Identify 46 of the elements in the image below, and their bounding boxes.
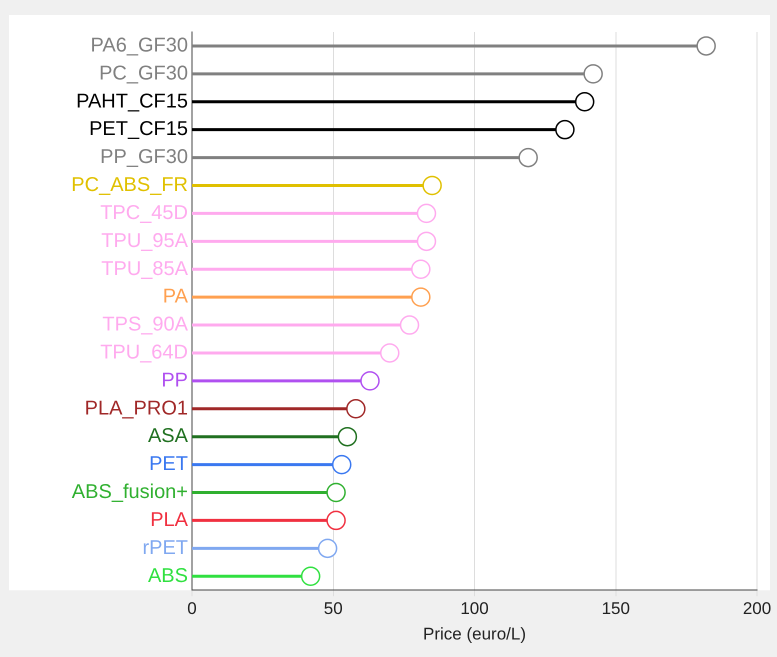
point	[326, 482, 346, 502]
y-tick-label: PP_GF30	[100, 146, 188, 168]
y-tick-label: PLA_PRO1	[84, 397, 188, 420]
point	[318, 538, 338, 558]
point	[300, 566, 320, 586]
y-tick-label: TPC_45D	[100, 202, 188, 224]
point	[416, 232, 436, 252]
point	[583, 64, 603, 84]
x-tick-label: 50	[324, 599, 343, 618]
point	[422, 176, 442, 196]
y-tick-label: PET	[149, 453, 188, 476]
point	[518, 148, 538, 168]
y-tick-label: PET_CF15	[89, 118, 188, 140]
y-tick-label: PLA	[150, 508, 189, 531]
y-tick-label: ABS_fusion+	[72, 481, 188, 504]
point	[574, 92, 594, 112]
point	[360, 371, 380, 391]
y-tick-label: PA6_GF30	[90, 34, 188, 56]
point	[380, 343, 400, 363]
y-tick-label: TPS_90A	[102, 314, 189, 336]
y-tick-label: TPU_85A	[101, 258, 189, 280]
y-tick-label: PP	[161, 369, 188, 392]
point	[411, 287, 431, 307]
point	[416, 204, 436, 224]
point	[400, 315, 420, 335]
y-tick-label: TPU_64D	[100, 341, 188, 364]
y-tick-label: ABS	[148, 564, 188, 587]
x-tick-label: 150	[602, 599, 630, 618]
x-tick-label: 0	[187, 599, 197, 618]
point	[696, 36, 716, 56]
point	[346, 399, 366, 419]
y-tick-label: TPU_95A	[101, 230, 189, 252]
y-tick-label: PC_ABS_FR	[71, 174, 188, 196]
point	[411, 259, 431, 279]
y-tick-label: rPET	[142, 536, 188, 559]
y-tick-label: ASA	[148, 425, 189, 448]
y-tick-label: PAHT_CF15	[76, 90, 188, 112]
y-tick-label: PA	[162, 286, 189, 308]
point	[326, 510, 346, 530]
x-tick-label: 100	[460, 599, 489, 618]
point	[338, 426, 358, 446]
x-axis-title: Price (euro/L)	[423, 624, 526, 644]
y-tick-label: PC_GF30	[99, 62, 188, 84]
x-tick-label: 200	[742, 599, 772, 618]
point	[555, 120, 575, 140]
point	[332, 454, 352, 474]
